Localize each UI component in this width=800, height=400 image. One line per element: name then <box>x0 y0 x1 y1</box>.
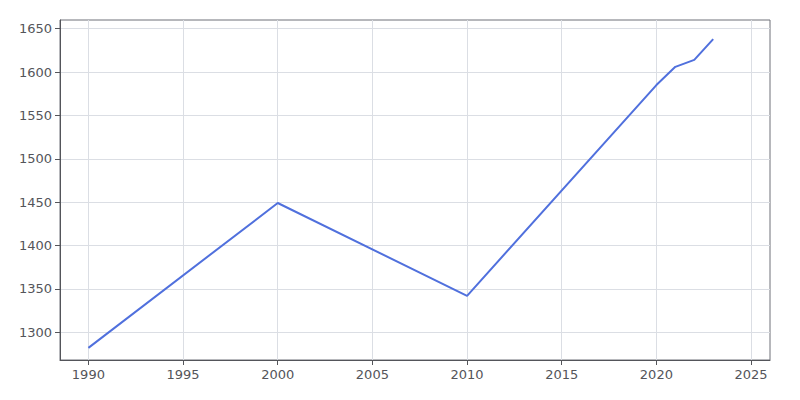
svg-text:1300: 1300 <box>19 325 52 340</box>
svg-text:1450: 1450 <box>19 195 52 210</box>
svg-text:1400: 1400 <box>19 238 52 253</box>
svg-text:2025: 2025 <box>735 367 768 382</box>
svg-text:2010: 2010 <box>451 367 484 382</box>
svg-text:1990: 1990 <box>72 367 105 382</box>
svg-text:2005: 2005 <box>356 367 389 382</box>
svg-text:1550: 1550 <box>19 108 52 123</box>
svg-text:1995: 1995 <box>167 367 200 382</box>
svg-text:2015: 2015 <box>545 367 578 382</box>
svg-text:1600: 1600 <box>19 65 52 80</box>
svg-text:2000: 2000 <box>261 367 294 382</box>
svg-text:1650: 1650 <box>19 21 52 36</box>
svg-text:1350: 1350 <box>19 281 52 296</box>
svg-text:1500: 1500 <box>19 151 52 166</box>
svg-text:2020: 2020 <box>640 367 673 382</box>
